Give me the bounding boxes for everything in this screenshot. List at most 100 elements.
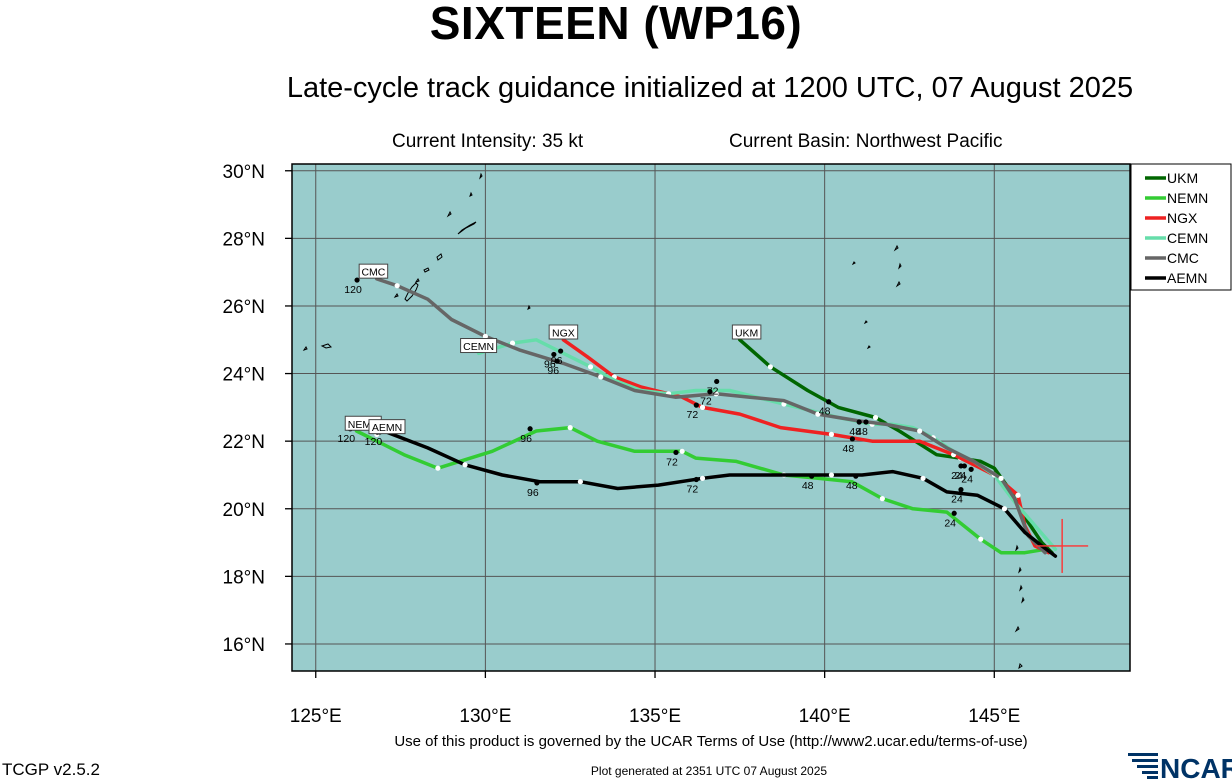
- fix-dot-cmc: [558, 348, 564, 354]
- track-point-cmc: [998, 475, 1004, 481]
- fix-label-nemn: 24: [944, 517, 956, 529]
- track-line-cmc: [375, 277, 1047, 555]
- legend-label-ngx: NGX: [1167, 210, 1198, 226]
- mariana-island-3: [1019, 584, 1023, 592]
- track-point-cemn: [587, 364, 594, 370]
- fix-dot-ngx: [554, 358, 560, 364]
- fix-dot-cmc: [863, 419, 869, 425]
- islet-2: [469, 191, 473, 197]
- fix-label-cmc: 24: [951, 470, 963, 482]
- mariana-island-4: [1021, 596, 1025, 604]
- fix-dot-nemn: [951, 510, 957, 516]
- ncar-logo: NCAR: [1128, 753, 1232, 780]
- y-tick-label: 16°N: [223, 635, 265, 656]
- end-label-box-ukm: [731, 324, 762, 340]
- track-point-nemn: [679, 448, 685, 454]
- fix-label-cmc: 48: [856, 426, 868, 438]
- fix-label-nemn: 120: [338, 433, 356, 445]
- fix-label-cemn: 48: [849, 426, 861, 438]
- track-point-cmc: [394, 283, 400, 289]
- yoron-island: [414, 278, 420, 283]
- fix-dot-nemn: [809, 473, 815, 479]
- chart-title: SIXTEEN (WP16): [429, 0, 803, 49]
- fix-label-cmc: 96: [551, 355, 563, 367]
- yaeyama-island-1: [320, 343, 333, 349]
- y-tick-label: 18°N: [223, 567, 265, 588]
- y-tick-label: 26°N: [223, 297, 265, 318]
- fix-label-ngx: 96: [547, 365, 559, 377]
- track-line-nemn: [354, 425, 1047, 555]
- fix-dot-aemn: [693, 476, 699, 483]
- end-label-cemn: CEMN: [463, 341, 494, 353]
- track-point-aemn: [699, 475, 706, 481]
- daito-island: [527, 304, 531, 310]
- track-aemn: [374, 429, 1058, 558]
- fix-label-nemn: 96: [520, 433, 532, 445]
- islet-6: [863, 320, 868, 325]
- grid-lines: [292, 164, 1130, 671]
- legend-label-ukm: UKM: [1167, 170, 1198, 186]
- fix-label-cemn: 96: [544, 358, 556, 370]
- track-point-aemn: [828, 472, 835, 478]
- fix-label-aemn: 48: [846, 480, 858, 492]
- track-point-cmc: [815, 411, 821, 417]
- bonin-island-2: [898, 262, 902, 270]
- x-tick-label: 125°E: [290, 706, 342, 727]
- mariana-island-2: [1018, 566, 1022, 574]
- fix-label-cmc: 72: [700, 396, 712, 408]
- land-islands: [302, 172, 1025, 670]
- legend-box: [1130, 163, 1232, 291]
- fix-label-nemn: 72: [666, 456, 678, 468]
- chart-subtitle: Late-cycle track guidance initialized at…: [286, 72, 1134, 104]
- end-label-box-ngx: [548, 324, 579, 340]
- y-axis: 16°N 18°N 20°N 22°N 24°N 26°N 28°N 30°N: [223, 162, 292, 656]
- fix-dot-cmc: [958, 463, 964, 469]
- track-point-aemn: [577, 479, 583, 485]
- legend-label-nemn: NEMN: [1167, 190, 1208, 206]
- track-point-ngx: [699, 404, 706, 410]
- amami-island: [457, 221, 477, 235]
- track-point-ngx: [828, 431, 835, 437]
- fix-label-nemn: 48: [802, 480, 814, 492]
- islet-3: [446, 210, 452, 218]
- track-point-ukm: [767, 364, 773, 370]
- bonin-island-3: [895, 280, 901, 288]
- ncar-logo-text: NCAR: [1160, 753, 1232, 780]
- track-point-cmc: [598, 374, 604, 380]
- fix-label-aemn: 120: [365, 436, 383, 448]
- tokunoshima-island: [436, 253, 443, 261]
- end-label-box-aemn: [368, 419, 406, 435]
- mariana-island-6: [1018, 663, 1023, 670]
- end-label-aemn: AEMN: [372, 422, 402, 434]
- track-line-aemn: [375, 429, 1058, 558]
- y-tick-label: 20°N: [223, 500, 265, 521]
- track-point-cmc: [482, 333, 488, 339]
- fix-dot-aemn: [534, 480, 540, 486]
- fix-dot-ngx: [968, 466, 974, 472]
- mariana-island-1: [1015, 544, 1019, 552]
- fix-dot-cmc: [707, 389, 713, 395]
- track-point-aemn: [920, 475, 926, 481]
- kerama-island: [393, 293, 399, 298]
- fix-label-cmc: 120: [344, 284, 362, 296]
- fix-label-aemn: 24: [951, 494, 963, 506]
- track-cmc: [375, 277, 1047, 555]
- fix-dot-cmc: [354, 277, 360, 283]
- fix-label-ngx: 72: [686, 409, 698, 421]
- fix-dot-ngx: [849, 436, 856, 442]
- fix-dot-cemn: [856, 419, 862, 425]
- fix-label-ukm: 48: [819, 406, 831, 418]
- end-label-ngx: NGX: [552, 328, 575, 340]
- islet-4: [851, 261, 856, 266]
- x-tick-label: 130°E: [459, 706, 511, 727]
- current-basin: Current Basin: Northwest Pacific: [729, 131, 1003, 152]
- track-point-ngx: [1015, 492, 1021, 498]
- fix-dot-nemn: [673, 449, 679, 456]
- fix-dot-nemn: [527, 426, 533, 432]
- y-tick-label: 22°N: [223, 432, 265, 453]
- fix-dot-cemn: [714, 378, 720, 385]
- track-point-nemn: [978, 536, 984, 542]
- track-point-ukm: [872, 414, 879, 421]
- fix-label-cemn: 24: [955, 470, 967, 482]
